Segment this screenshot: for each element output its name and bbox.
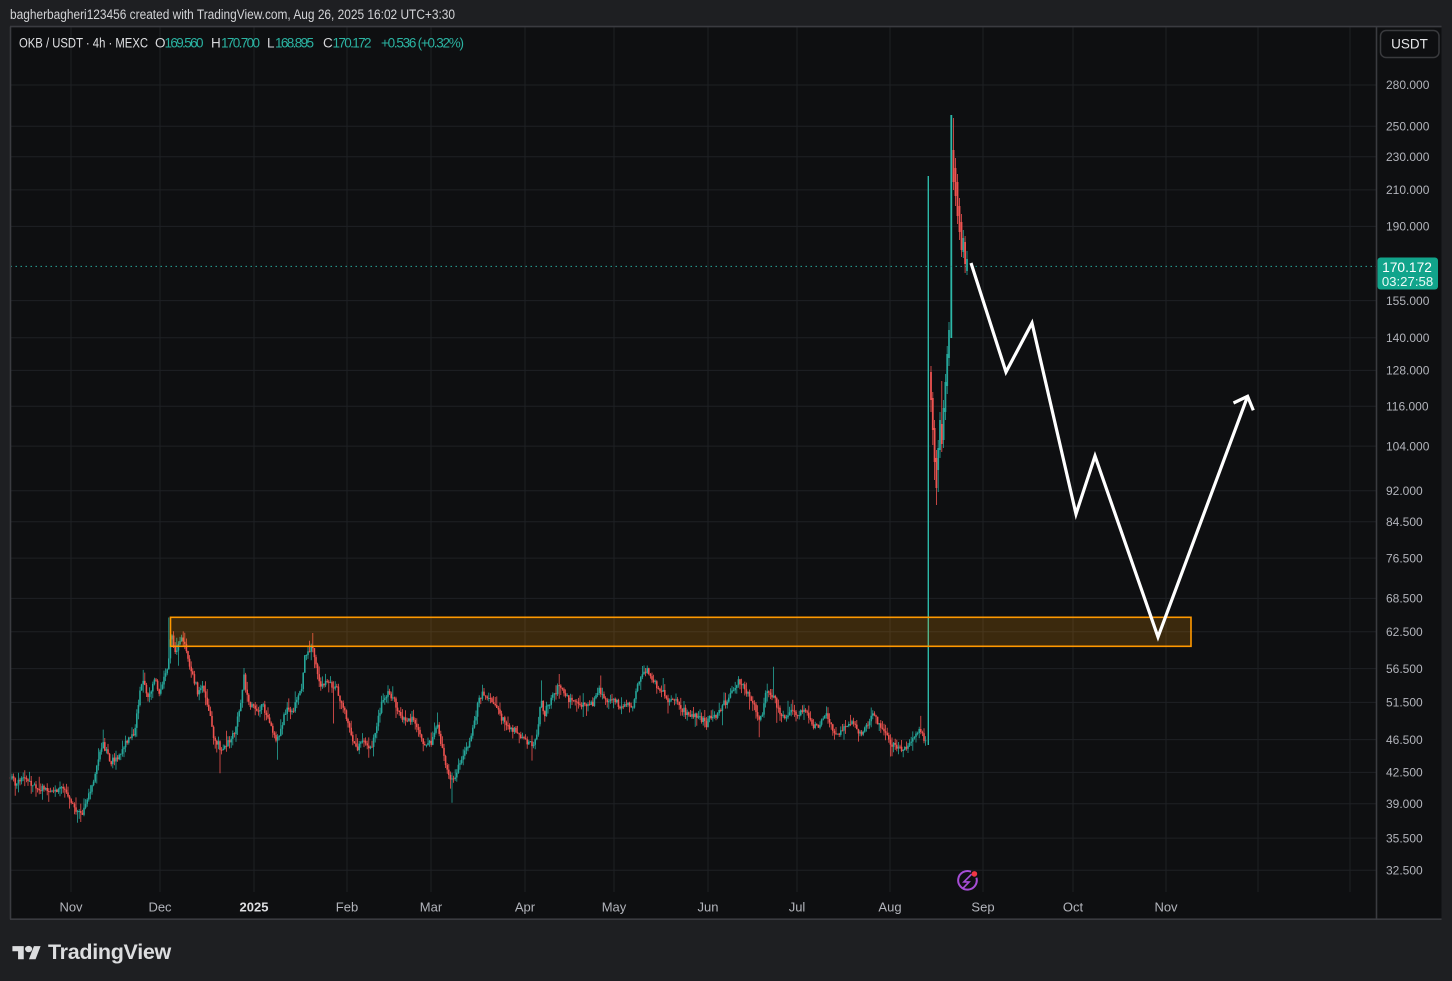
svg-text:Jul: Jul — [789, 900, 806, 915]
svg-text:56.500: 56.500 — [1386, 662, 1423, 676]
svg-text:35.500: 35.500 — [1386, 831, 1423, 845]
svg-text:42.500: 42.500 — [1386, 766, 1423, 780]
svg-text:Mar: Mar — [420, 900, 443, 915]
svg-text:Feb: Feb — [336, 900, 358, 915]
svg-text:116.000: 116.000 — [1386, 400, 1429, 414]
svg-text:155.000: 155.000 — [1386, 294, 1430, 308]
svg-text:Nov: Nov — [59, 900, 83, 915]
svg-text:39.000: 39.000 — [1386, 797, 1423, 811]
svg-text:Apr: Apr — [515, 900, 536, 915]
svg-text:32.500: 32.500 — [1386, 864, 1423, 878]
svg-text:Sep: Sep — [971, 900, 994, 915]
svg-text:Dec: Dec — [148, 900, 172, 915]
svg-text:280.000: 280.000 — [1386, 78, 1430, 92]
svg-text:210.000: 210.000 — [1386, 183, 1430, 197]
svg-text:76.500: 76.500 — [1386, 551, 1423, 565]
svg-text:51.500: 51.500 — [1386, 696, 1423, 710]
svg-text:250.000: 250.000 — [1386, 120, 1430, 134]
svg-text:Aug: Aug — [878, 900, 901, 915]
svg-text:140.000: 140.000 — [1386, 331, 1430, 345]
svg-text:Nov: Nov — [1154, 900, 1178, 915]
svg-text:bagherbagheri123456 created wi: bagherbagheri123456 created with Trading… — [10, 7, 455, 22]
svg-text:May: May — [602, 900, 627, 915]
svg-text:2025: 2025 — [240, 900, 269, 915]
svg-text:190.000: 190.000 — [1386, 220, 1430, 234]
svg-text:68.500: 68.500 — [1386, 592, 1423, 606]
svg-text:230.000: 230.000 — [1386, 150, 1430, 164]
svg-text:104.000: 104.000 — [1386, 439, 1430, 453]
svg-text:Oct: Oct — [1063, 900, 1084, 915]
svg-text:92.000: 92.000 — [1386, 484, 1423, 498]
svg-text:84.500: 84.500 — [1386, 515, 1423, 529]
svg-text:Jun: Jun — [698, 900, 719, 915]
svg-text:USDT: USDT — [1391, 37, 1428, 52]
svg-text:170.172: 170.172 — [1382, 260, 1432, 275]
svg-text:03:27:58: 03:27:58 — [1382, 274, 1433, 289]
svg-text:128.000: 128.000 — [1386, 364, 1430, 378]
svg-text:TradingView: TradingView — [48, 940, 172, 964]
svg-text:62.500: 62.500 — [1386, 625, 1423, 639]
svg-text:46.500: 46.500 — [1386, 733, 1423, 747]
